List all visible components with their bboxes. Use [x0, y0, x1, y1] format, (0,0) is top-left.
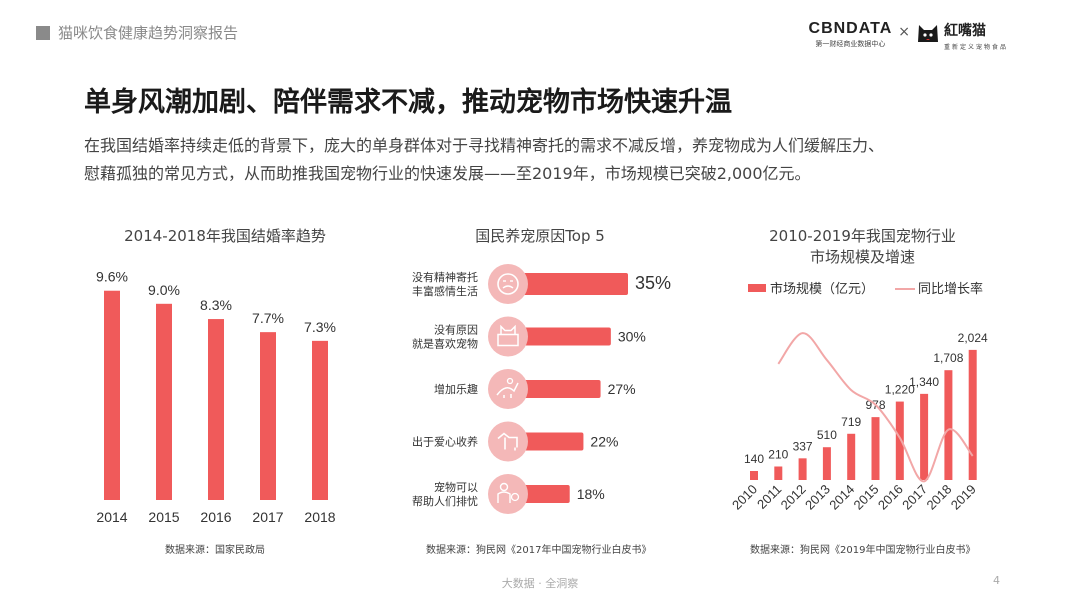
dog-icon	[497, 432, 518, 451]
reason-label: 帮助人们排忧	[412, 494, 478, 508]
market-bar	[968, 349, 977, 480]
market-year-label: 2010	[729, 482, 760, 513]
marriage-year-label: 2015	[148, 509, 179, 525]
reason-value-label: 35%	[635, 273, 671, 293]
report-tag: 猫咪饮食健康趋势洞察报告	[36, 22, 238, 43]
partner-logo: 紅嘴猫 重新定义宠物食品	[944, 20, 1008, 51]
reason-value-label: 27%	[608, 381, 636, 397]
marriage-bar	[208, 319, 224, 500]
market-bar	[895, 401, 904, 480]
marriage-value-label: 7.7%	[252, 310, 284, 326]
marriage-value-label: 7.3%	[304, 319, 336, 335]
marriage-bar	[260, 332, 276, 500]
cat-logo-icon	[917, 25, 938, 42]
page-number: 4	[993, 574, 1000, 587]
reason-label: 就是喜欢宠物	[412, 337, 478, 351]
lead-line-2: 慰藉孤独的常见方式，从而助推我国宠物行业的快速发展——至2019年，市场规模已突…	[84, 164, 811, 183]
market-value-label: 510	[817, 428, 837, 442]
reason-bar	[508, 273, 628, 295]
cbndata-subtitle: 第一财经商业数据中心	[815, 40, 886, 48]
marriage-value-label: 8.3%	[200, 297, 232, 313]
reasons-chart-source: 数据来源：狗民网《2017年中国宠物行业白皮书》	[426, 545, 652, 556]
page-headline: 单身风潮加剧、陪伴需求不减，推动宠物市场快速升温	[84, 87, 732, 118]
market-year-label: 2016	[875, 482, 906, 513]
cbndata-name: CBNDATA	[808, 20, 893, 37]
partner-subtitle: 重新定义宠物食品	[943, 44, 1008, 51]
market-bar	[871, 417, 880, 480]
market-bar	[822, 447, 831, 480]
market-year-label: 2019	[948, 482, 979, 513]
cbndata-logo: CBNDATA 第一财经商业数据中心	[809, 20, 893, 49]
market-bar	[944, 370, 953, 480]
marriage-year-label: 2017	[252, 509, 283, 525]
legend-bar-label: 市场规模（亿元）	[770, 281, 874, 296]
cat-in-box-icon	[497, 324, 519, 347]
reason-bubble	[488, 369, 528, 409]
reason-value-label: 22%	[590, 434, 618, 450]
marriage-chart-title: 2014-2018年我国结婚率趋势	[124, 227, 326, 245]
market-value-label: 140	[744, 452, 764, 466]
market-bar	[920, 393, 929, 480]
marriage-year-label: 2016	[200, 509, 231, 525]
legend-bar-swatch	[748, 284, 766, 292]
market-year-label: 2018	[923, 482, 954, 513]
market-bar	[798, 458, 807, 480]
marriage-year-label: 2018	[304, 509, 335, 525]
marriage-year-label: 2014	[96, 509, 127, 525]
reason-bubble	[488, 421, 528, 462]
reason-bubble	[488, 316, 528, 357]
growth-rate-line	[777, 332, 974, 483]
reason-label: 增加乐趣	[434, 382, 478, 396]
market-value-label: 337	[793, 439, 813, 453]
reason-label: 没有精神寄托	[412, 270, 478, 284]
market-year-label: 2011	[754, 482, 784, 512]
market-bar	[847, 433, 856, 480]
market-bar	[750, 471, 758, 480]
reasons-chart-title: 国民养宠原因Top 5	[475, 227, 605, 245]
market-year-label: 2014	[826, 482, 857, 513]
marriage-bar	[312, 340, 328, 500]
market-year-label: 2017	[899, 482, 930, 513]
tag-square-icon	[36, 25, 50, 40]
marriage-chart-source: 数据来源：国家民政局	[165, 545, 265, 556]
marriage-bar	[156, 303, 172, 500]
reason-label: 出于爱心收养	[412, 435, 478, 449]
reason-label: 宠物可以	[434, 480, 478, 494]
partner-name: 紅嘴猫	[943, 23, 986, 39]
lead-line-1: 在我国结婚率持续走低的背景下，庞大的单身群体对于寻找精神寄托的需求不减反增，养宠…	[84, 136, 885, 155]
logo-separator: ×	[898, 24, 910, 40]
market-value-label: 1,340	[909, 375, 939, 389]
sad-face-icon	[497, 273, 519, 295]
reason-bubble	[488, 474, 528, 514]
brand-logos: CBNDATA 第一财经商业数据中心 × 紅嘴猫 重新定义宠物食品	[809, 20, 1008, 51]
marriage-bar	[104, 290, 120, 500]
marriage-value-label: 9.0%	[148, 282, 180, 298]
market-bar	[774, 466, 783, 480]
reason-label: 没有原因	[434, 323, 478, 337]
market-value-label: 2,024	[958, 331, 988, 345]
lead-paragraph: 在我国结婚率持续走低的背景下，庞大的单身群体对于寻找精神寄托的需求不减反增，养宠…	[84, 132, 1004, 188]
playing-cat-icon	[496, 377, 519, 398]
market-value-label: 719	[841, 415, 861, 429]
market-year-label: 2012	[778, 482, 809, 513]
report-title: 猫咪饮食健康趋势洞察报告	[58, 24, 239, 42]
reason-bar	[508, 327, 611, 346]
person-with-pet-icon	[497, 482, 520, 503]
market-year-label: 2015	[851, 482, 882, 513]
footer-slogan: 大数据 · 全洞察	[501, 577, 579, 590]
reason-value-label: 30%	[618, 329, 646, 345]
market-year-label: 2013	[802, 482, 833, 513]
reason-bubble	[488, 264, 528, 304]
market-chart-title: 2010-2019年我国宠物行业 市场规模及增速	[769, 227, 956, 266]
market-chart-source: 数据来源：狗民网《2019年中国宠物行业白皮书》	[750, 545, 976, 556]
marriage-value-label: 9.6%	[96, 269, 128, 285]
market-value-label: 1,220	[885, 383, 915, 397]
market-value-label: 1,708	[933, 351, 963, 365]
market-value-label: 210	[768, 448, 788, 462]
legend-line-label: 同比增长率	[918, 281, 983, 296]
reason-bar	[508, 380, 601, 398]
reason-value-label: 18%	[577, 486, 605, 502]
reason-label: 丰富感情生活	[412, 284, 478, 298]
